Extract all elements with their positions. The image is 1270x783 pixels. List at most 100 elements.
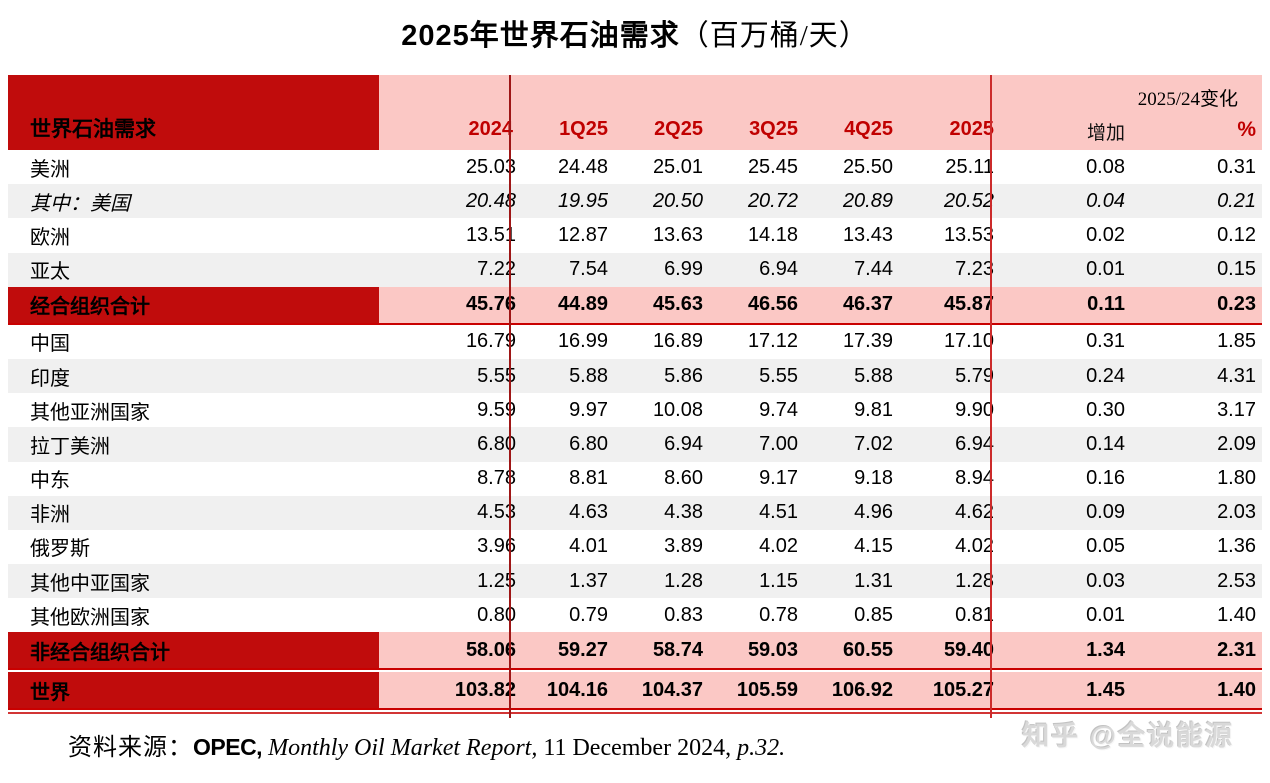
row-label: 美洲 (30, 158, 70, 181)
cell-value: 0.24 (1086, 364, 1125, 387)
cell-value: 0.08 (1086, 155, 1125, 178)
cell-value: 1.36 (1217, 535, 1256, 558)
table-row: 亚太 7.22 7.54 6.99 6.94 7.44 7.23 0.01 0.15 (8, 252, 1262, 287)
row-label: 中东 (30, 470, 70, 493)
cell-value: 0.02 (1086, 223, 1125, 246)
cell-value: 1.40 (1217, 678, 1256, 701)
cell-value: 0.16 (1086, 467, 1125, 490)
row-label: 俄罗斯 (30, 538, 90, 561)
cell-value: 0.09 (1086, 501, 1125, 524)
cell-value: 0.21 (1217, 189, 1256, 212)
row-label: 印度 (30, 367, 70, 390)
cell-value: 4.02 (955, 535, 994, 558)
cell-value: 5.79 (955, 364, 994, 387)
cell-value: 19.95 (557, 189, 608, 212)
table-row: 非洲 4.53 4.63 4.38 4.51 4.96 4.62 0.09 2.03 (8, 495, 1262, 530)
cell-value: 4.53 (477, 501, 516, 524)
cell-value: 16.89 (652, 330, 703, 353)
cell-value: 8.60 (664, 467, 703, 490)
divider-after-2025-column (990, 75, 992, 718)
row-label: 亚太 (30, 261, 70, 284)
cell-value: 9.17 (759, 467, 798, 490)
row-label: 其他亚洲国家 (30, 401, 150, 424)
cell-value: 24.48 (557, 155, 608, 178)
row-label: 拉丁美洲 (30, 435, 110, 458)
cell-value: 16.79 (465, 330, 516, 353)
cell-value: 105.27 (932, 678, 994, 701)
title-unit: （百万桶/天） (679, 20, 869, 52)
cell-value: 103.82 (454, 678, 516, 701)
cell-value: 12.87 (557, 223, 608, 246)
source-organization: OPEC, (193, 734, 263, 760)
cell-value: 6.94 (759, 258, 798, 281)
cell-value: 45.87 (943, 293, 994, 316)
cell-value: 6.80 (569, 432, 608, 455)
table-row: 欧洲 13.51 12.87 13.63 14.18 13.43 13.53 0.02 0.12 (8, 218, 1262, 253)
column-headers: 2024 1Q25 2Q25 3Q25 4Q25 2025 增加% (379, 118, 1262, 145)
cell-value: 46.37 (842, 293, 893, 316)
cell-value: 4.38 (664, 501, 703, 524)
cell-value: 17.10 (943, 330, 994, 353)
table-row: 经合组织合计 45.76 44.89 45.63 46.56 46.37 45.87 0.11… (8, 286, 1262, 325)
cell-value: 3.89 (664, 535, 703, 558)
cell-value: 104.16 (546, 678, 608, 701)
cell-value: 5.88 (569, 364, 608, 387)
cell-value: 7.23 (955, 258, 994, 281)
cell-value: 16.99 (557, 330, 608, 353)
cell-value: 25.01 (652, 155, 703, 178)
row-label: 其他欧洲国家 (30, 606, 150, 629)
table-body: 美洲 25.03 24.48 25.01 25.45 25.50 25.11 0.08 0.31… (8, 150, 1262, 711)
table-row: 拉丁美洲 6.80 6.80 6.94 7.00 7.02 6.94 0.14 2.09 (8, 427, 1262, 462)
cell-value: 59.40 (943, 638, 994, 661)
cell-value: 6.80 (477, 432, 516, 455)
cell-value: 1.45 (1086, 678, 1125, 701)
cell-value: 0.79 (569, 603, 608, 626)
divider-after-2024-column (509, 75, 511, 718)
cell-value: 4.15 (854, 535, 893, 558)
cell-value: 1.37 (569, 569, 608, 592)
cell-value: 0.78 (759, 603, 798, 626)
cell-value: 9.90 (955, 398, 994, 421)
cell-value: 6.94 (664, 432, 703, 455)
cell-value: 0.80 (477, 603, 516, 626)
cell-value: 14.18 (747, 223, 798, 246)
cell-value: 20.72 (747, 189, 798, 212)
cell-value: 2.09 (1217, 432, 1256, 455)
cell-value: 0.81 (955, 603, 994, 626)
row-label: 经合组织合计 (8, 286, 379, 323)
cell-value: 1.40 (1217, 603, 1256, 626)
cell-value: 0.23 (1217, 293, 1256, 316)
cell-value: 105.59 (736, 678, 798, 701)
cell-value: 8.94 (955, 467, 994, 490)
row-label: 欧洲 (30, 226, 70, 249)
table-bottom-rule (8, 712, 1262, 715)
cell-value: 13.51 (465, 223, 516, 246)
cell-value: 4.01 (569, 535, 608, 558)
source-page: p.32. (737, 735, 786, 761)
table-row: 其他欧洲国家 0.80 0.79 0.83 0.78 0.85 0.81 0.01 1.40 (8, 598, 1262, 633)
cell-value: 8.78 (477, 467, 516, 490)
cell-value: 6.94 (955, 432, 994, 455)
cell-value: 46.56 (747, 293, 798, 316)
cell-value: 9.74 (759, 398, 798, 421)
cell-value: 104.37 (641, 678, 703, 701)
table-row: 中国 16.79 16.99 16.89 17.12 17.39 17.10 0.31 1.85 (8, 324, 1262, 359)
cell-value: 0.31 (1217, 155, 1256, 178)
cell-value: 7.00 (759, 432, 798, 455)
table-header-right: 2025/24变化 2024 1Q25 2Q25 3Q25 4Q25 2025 增加% (379, 75, 1262, 150)
column-header-增加: 增加 (1086, 123, 1125, 144)
cell-value: 1.28 (664, 569, 703, 592)
cell-value: 0.03 (1086, 569, 1125, 592)
column-header-3Q25: 3Q25 (749, 118, 798, 140)
cell-value: 0.01 (1086, 603, 1125, 626)
cell-value: 1.31 (854, 569, 893, 592)
cell-value: 2.53 (1217, 569, 1256, 592)
row-label: 其他中亚国家 (30, 572, 150, 595)
change-group-header: 2025/24变化 (1137, 89, 1238, 110)
cell-value: 0.11 (1087, 293, 1125, 316)
cell-value: 1.28 (955, 569, 994, 592)
cell-value: 17.39 (842, 330, 893, 353)
cell-value: 0.83 (664, 603, 703, 626)
cell-value: 20.89 (842, 189, 893, 212)
cell-value: 7.54 (569, 258, 608, 281)
